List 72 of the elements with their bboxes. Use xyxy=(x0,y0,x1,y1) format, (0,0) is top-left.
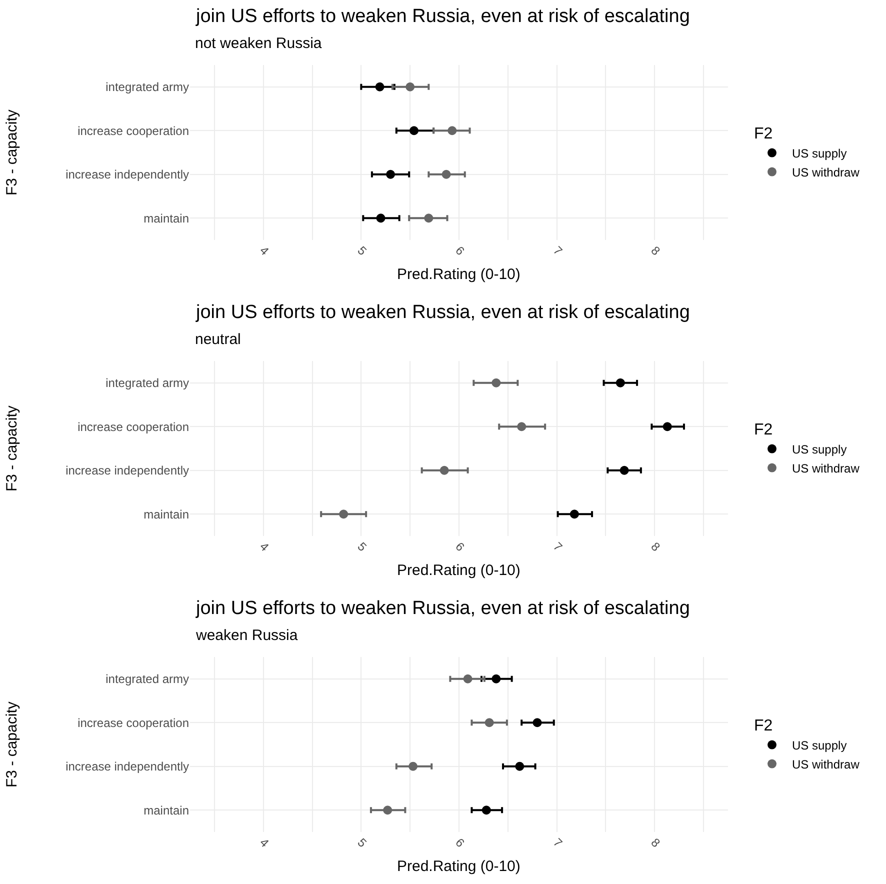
x-axis-title: Pred.Rating (0-10) xyxy=(397,858,520,875)
y-tick-label: maintain xyxy=(144,507,189,522)
x-tick-label: 7 xyxy=(550,539,566,554)
point xyxy=(616,378,625,388)
legend-label: US withdraw xyxy=(792,165,860,180)
point xyxy=(424,214,434,223)
y-tick-label: maintain xyxy=(144,211,189,226)
point xyxy=(406,82,415,92)
point xyxy=(484,718,494,728)
point xyxy=(570,510,579,519)
y-tick-label: integrated army xyxy=(106,672,189,686)
x-tick-label: 5 xyxy=(354,539,370,554)
point xyxy=(442,170,451,179)
point xyxy=(492,674,501,684)
x-tick-label: 6 xyxy=(452,835,468,850)
point xyxy=(383,806,392,815)
x-tick-label: 8 xyxy=(648,243,664,258)
x-tick-label: 5 xyxy=(354,243,370,258)
y-tick-label: maintain xyxy=(144,803,189,818)
y-tick-label: increase cooperation xyxy=(78,124,189,138)
legend-label: US supply xyxy=(792,442,847,456)
legend-title: F2 xyxy=(754,717,773,734)
y-tick-label: increase independently xyxy=(66,168,189,182)
point xyxy=(532,718,542,728)
point xyxy=(440,466,449,475)
y-tick-label: integrated army xyxy=(106,376,189,390)
point xyxy=(492,378,501,388)
x-tick-label: 4 xyxy=(256,243,272,258)
y-axis-title: F3 - capacity xyxy=(4,405,20,492)
point xyxy=(620,466,629,475)
point xyxy=(410,126,418,136)
point xyxy=(515,762,524,771)
legend-title: F2 xyxy=(754,421,773,438)
legend-label: US supply xyxy=(792,738,847,752)
x-axis-title: Pred.Rating (0-10) xyxy=(397,266,520,283)
point xyxy=(517,422,526,432)
point xyxy=(375,82,384,92)
y-axis-title: F3 - capacity xyxy=(4,701,20,788)
y-tick-label: increase independently xyxy=(66,760,189,774)
x-tick-label: 7 xyxy=(550,835,566,850)
chart-title: join US efforts to weaken Russia, even at risk of escalating xyxy=(195,6,690,27)
point xyxy=(376,214,386,223)
x-tick-label: 6 xyxy=(452,539,468,554)
chart-title: join US efforts to weaken Russia, even at risk of escalating xyxy=(195,302,690,323)
x-tick-label: 7 xyxy=(550,243,566,258)
x-tick-label: 4 xyxy=(256,835,272,850)
y-tick-label: increase cooperation xyxy=(78,716,189,730)
x-axis-title: Pred.Rating (0-10) xyxy=(397,562,520,579)
legend-title: F2 xyxy=(754,125,773,142)
point xyxy=(386,170,396,179)
point xyxy=(408,762,418,771)
point xyxy=(448,126,457,136)
y-tick-label: integrated army xyxy=(106,80,189,94)
legend-label: US withdraw xyxy=(792,461,860,476)
chart-subtitle: weaken Russia xyxy=(195,627,298,644)
point xyxy=(339,510,348,519)
x-tick-label: 6 xyxy=(452,243,468,258)
y-axis-title: F3 - capacity xyxy=(4,109,20,196)
legend-label: US withdraw xyxy=(792,757,860,772)
x-tick-label: 8 xyxy=(648,835,664,850)
x-tick-label: 8 xyxy=(648,539,664,554)
chart-title: join US efforts to weaken Russia, even at risk of escalating xyxy=(195,598,690,619)
y-tick-label: increase independently xyxy=(66,464,189,478)
point xyxy=(662,422,672,432)
point xyxy=(482,806,491,815)
chart-subtitle: neutral xyxy=(195,331,241,348)
y-tick-label: increase cooperation xyxy=(78,420,189,434)
point xyxy=(463,674,472,684)
x-tick-label: 4 xyxy=(256,539,272,554)
legend-label: US supply xyxy=(792,146,847,160)
x-tick-label: 5 xyxy=(354,835,370,850)
chart-subtitle: not weaken Russia xyxy=(195,35,322,52)
